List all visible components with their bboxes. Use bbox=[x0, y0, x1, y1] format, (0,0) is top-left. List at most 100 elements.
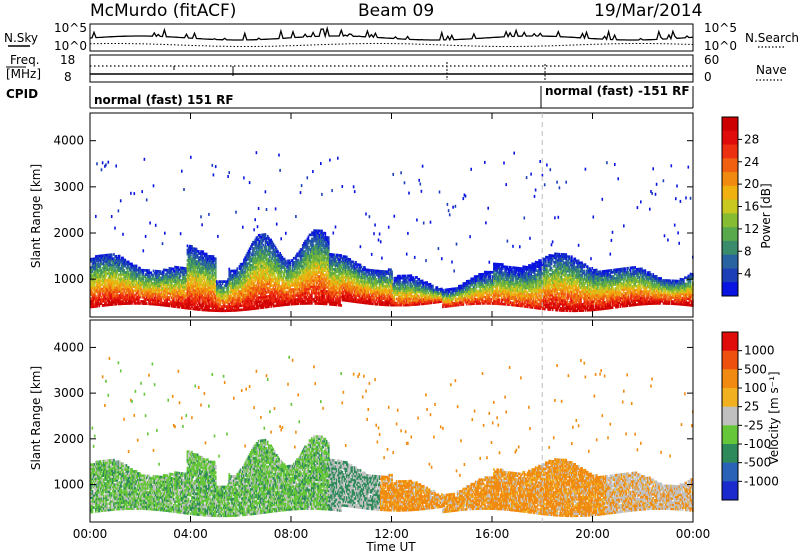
range-cell bbox=[93, 298, 96, 302]
range-cell bbox=[164, 299, 166, 303]
range-cell bbox=[147, 298, 149, 301]
range-cell bbox=[139, 293, 141, 297]
range-cell bbox=[197, 264, 200, 268]
range-cell bbox=[170, 296, 173, 300]
range-cell bbox=[196, 249, 199, 253]
range-cell bbox=[97, 273, 99, 277]
range-cell bbox=[95, 276, 97, 279]
range-cell bbox=[148, 269, 150, 272]
range-cell bbox=[93, 271, 96, 275]
range-cell bbox=[217, 307, 219, 310]
range-cell bbox=[209, 257, 211, 260]
range-cell bbox=[142, 277, 145, 280]
range-cell bbox=[125, 300, 128, 303]
range-cell bbox=[157, 288, 159, 292]
range-cell bbox=[109, 272, 112, 275]
range-cell bbox=[164, 295, 166, 299]
range-cell bbox=[185, 271, 188, 275]
range-cell bbox=[113, 286, 115, 290]
range-cell bbox=[149, 290, 151, 293]
range-cell bbox=[169, 277, 172, 281]
range-cell bbox=[216, 284, 218, 288]
range-cell bbox=[91, 293, 94, 296]
range-cell bbox=[99, 256, 102, 260]
range-cell bbox=[222, 292, 225, 296]
range-cell bbox=[219, 280, 222, 283]
range-cell bbox=[220, 299, 223, 302]
range-cell bbox=[201, 252, 203, 256]
range-cell bbox=[145, 298, 148, 301]
range-cell bbox=[92, 292, 95, 296]
range-cell bbox=[152, 184, 155, 188]
range-cell bbox=[95, 300, 97, 304]
range-cell bbox=[196, 274, 199, 278]
range-cell bbox=[106, 278, 108, 282]
range-cell bbox=[98, 288, 101, 291]
range-cell bbox=[187, 300, 190, 304]
range-cell bbox=[204, 292, 207, 295]
range-cell bbox=[225, 294, 227, 298]
range-cell bbox=[97, 257, 99, 260]
range-cell bbox=[193, 307, 196, 311]
range-cell bbox=[109, 288, 112, 292]
range-cell bbox=[134, 279, 137, 282]
range-cell bbox=[306, 176, 309, 180]
range-cell bbox=[176, 286, 179, 290]
range-cell bbox=[113, 300, 115, 304]
range-cell bbox=[197, 306, 200, 309]
range-cell bbox=[113, 269, 115, 273]
range-cell bbox=[179, 287, 182, 290]
range-cell bbox=[208, 292, 210, 295]
range-cell bbox=[93, 292, 96, 296]
range-cell bbox=[113, 257, 115, 260]
range-cell bbox=[192, 255, 194, 259]
range-cell bbox=[113, 294, 115, 298]
range-cell bbox=[222, 309, 225, 313]
range-cell bbox=[95, 288, 97, 292]
range-cell bbox=[214, 280, 217, 283]
range-cell bbox=[149, 271, 151, 275]
range-cell bbox=[192, 259, 194, 263]
range-cell bbox=[130, 262, 132, 266]
range-cell bbox=[105, 163, 107, 167]
range-cell bbox=[191, 297, 193, 300]
range-cell bbox=[183, 294, 185, 297]
range-cell bbox=[117, 277, 120, 281]
range-cell bbox=[110, 278, 113, 281]
range-cell bbox=[102, 293, 105, 297]
range-cell bbox=[165, 295, 167, 299]
range-cell bbox=[192, 247, 194, 250]
range-cell bbox=[161, 276, 164, 280]
range-cell bbox=[197, 287, 200, 291]
range-cell bbox=[222, 296, 225, 300]
range-cell bbox=[227, 303, 229, 306]
range-cell bbox=[185, 279, 188, 283]
range-cell bbox=[202, 304, 205, 308]
range-cell bbox=[101, 277, 104, 280]
range-cell bbox=[157, 280, 159, 284]
range-cell bbox=[187, 284, 190, 287]
range-cell bbox=[104, 283, 106, 286]
range-cell bbox=[182, 281, 184, 284]
range-cell bbox=[201, 266, 203, 270]
range-cell bbox=[179, 285, 182, 288]
range-cell bbox=[164, 268, 166, 272]
range-cell bbox=[97, 290, 99, 293]
range-cell bbox=[197, 252, 200, 255]
range-cell bbox=[193, 291, 196, 294]
range-cell bbox=[174, 269, 176, 273]
range-cell bbox=[145, 269, 148, 272]
range-cell bbox=[182, 293, 184, 297]
range-cell bbox=[202, 273, 205, 276]
range-cell bbox=[151, 281, 154, 285]
range-cell bbox=[125, 285, 128, 289]
range-cell bbox=[170, 269, 173, 273]
range-cell bbox=[149, 292, 151, 295]
range-cell bbox=[105, 264, 107, 267]
range-cell bbox=[227, 288, 229, 292]
range-cell bbox=[156, 280, 158, 283]
range-cell bbox=[203, 254, 206, 258]
range-cell bbox=[152, 284, 155, 287]
range-cell bbox=[153, 284, 156, 287]
